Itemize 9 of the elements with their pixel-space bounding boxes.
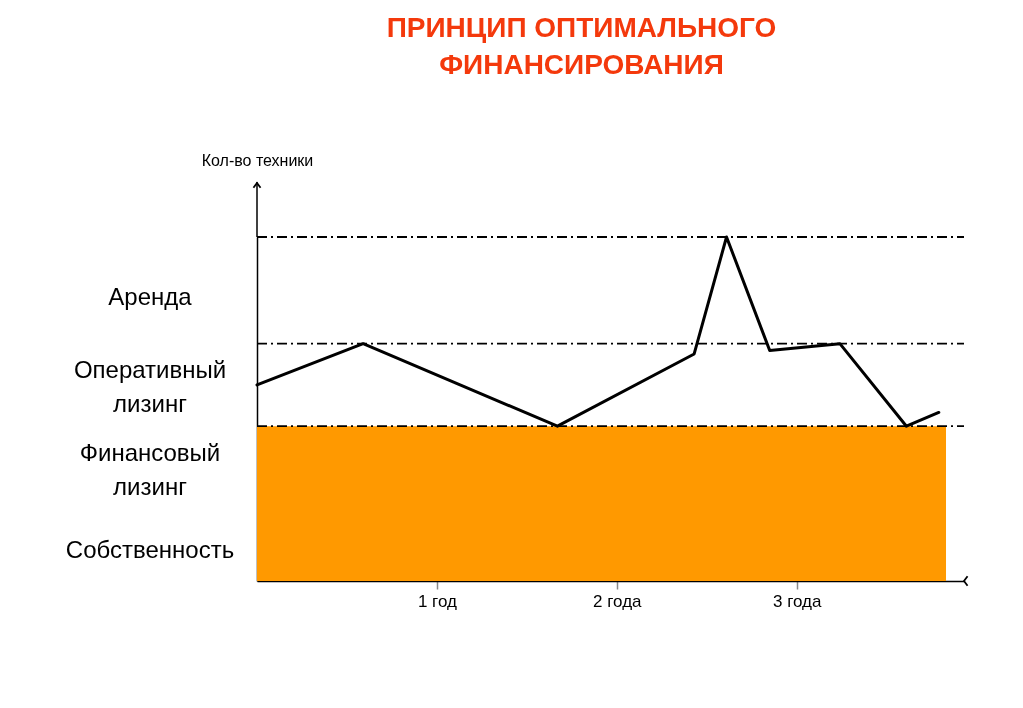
x-tick-label: 1 год <box>417 591 457 611</box>
text: Аренда <box>108 283 193 310</box>
chart-title: ПРИНЦИП ОПТИМАЛЬНОГО ФИНАНСИРОВАНИЯ <box>386 12 777 80</box>
y-axis-title: Кол-во техники <box>201 151 314 169</box>
text: Собственность <box>65 536 235 563</box>
text: Финансовый лизинг <box>79 439 221 500</box>
x-tick-label: 3 года <box>772 591 822 611</box>
text: Оперативный лизинг <box>73 356 227 417</box>
x-tick-label: 2 года <box>593 591 643 611</box>
